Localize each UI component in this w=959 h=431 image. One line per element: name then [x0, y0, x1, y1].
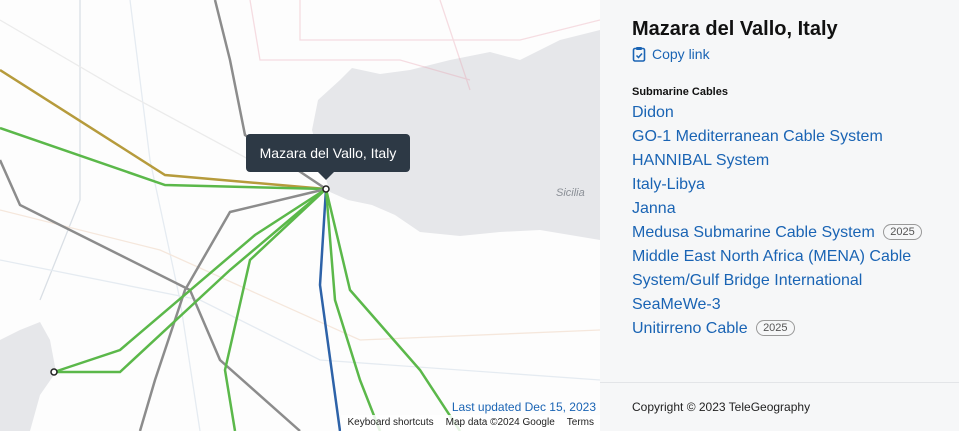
cable-item[interactable]: Medusa Submarine Cable System 2025 [632, 221, 922, 245]
cable-link[interactable]: Janna [632, 200, 676, 217]
section-title: Submarine Cables [632, 86, 728, 98]
region-label: Sicilia [556, 187, 585, 199]
map-data: Map data ©2024 Google [445, 417, 555, 428]
cable-item[interactable]: GO-1 Mediterranean Cable System [632, 125, 922, 149]
map-footer: Keyboard shortcuts Map data ©2024 Google… [341, 415, 600, 431]
cable-list: Didon GO-1 Mediterranean Cable System HANN… [632, 101, 922, 341]
cable-item[interactable]: Italy-Libya [632, 173, 922, 197]
cable-link[interactable]: SeaMeWe-3 [632, 296, 721, 313]
landing-point[interactable] [50, 368, 58, 376]
panel-title: Mazara del Vallo, Italy [632, 18, 838, 40]
map-canvas [0, 0, 600, 431]
tooltip: Mazara del Vallo, Italy [246, 134, 410, 172]
copy-link-text[interactable]: Copy link [652, 46, 710, 62]
cable-item[interactable]: HANNIBAL System [632, 149, 922, 173]
cable-item[interactable]: Janna [632, 197, 922, 221]
keyboard-shortcuts[interactable]: Keyboard shortcuts [347, 417, 434, 428]
cable-item[interactable]: Unitirreno Cable 2025 [632, 317, 922, 341]
year-badge: 2025 [756, 320, 795, 336]
copyright: Copyright © 2023 TeleGeography [632, 400, 811, 414]
land-sicily [312, 30, 600, 240]
divider [600, 382, 959, 383]
clipboard-icon [632, 47, 646, 62]
last-updated: Last updated Dec 15, 2023 [451, 400, 596, 414]
copy-link[interactable]: Copy link [632, 46, 710, 62]
tooltip-arrow [318, 172, 334, 180]
year-badge: 2025 [883, 224, 922, 240]
cable-link[interactable]: GO-1 Mediterranean Cable System [632, 128, 883, 145]
terms[interactable]: Terms [566, 417, 594, 428]
cable-link[interactable]: Unitirreno Cable [632, 320, 748, 337]
cable-item[interactable]: SeaMeWe-3 [632, 293, 922, 317]
cable-item[interactable]: Didon [632, 101, 922, 125]
cable-link[interactable]: Medusa Submarine Cable System [632, 224, 875, 241]
cable-item[interactable]: Middle East North Africa (MENA) Cable Sy… [632, 245, 922, 293]
land-tunisia [0, 322, 56, 431]
cables [0, 0, 462, 431]
side-panel: Mazara del Vallo, Italy Copy link Submar… [600, 0, 959, 431]
landing-point[interactable] [322, 185, 330, 193]
cable-link[interactable]: Italy-Libya [632, 176, 705, 193]
cable-link[interactable]: Middle East North Africa (MENA) Cable Sy… [632, 248, 912, 289]
cable-link[interactable]: HANNIBAL System [632, 152, 770, 169]
map[interactable]: Mazara del Vallo, Italy Sicilia Last upd… [0, 0, 600, 431]
faint-cables [0, 0, 600, 431]
cable-link[interactable]: Didon [632, 104, 674, 121]
